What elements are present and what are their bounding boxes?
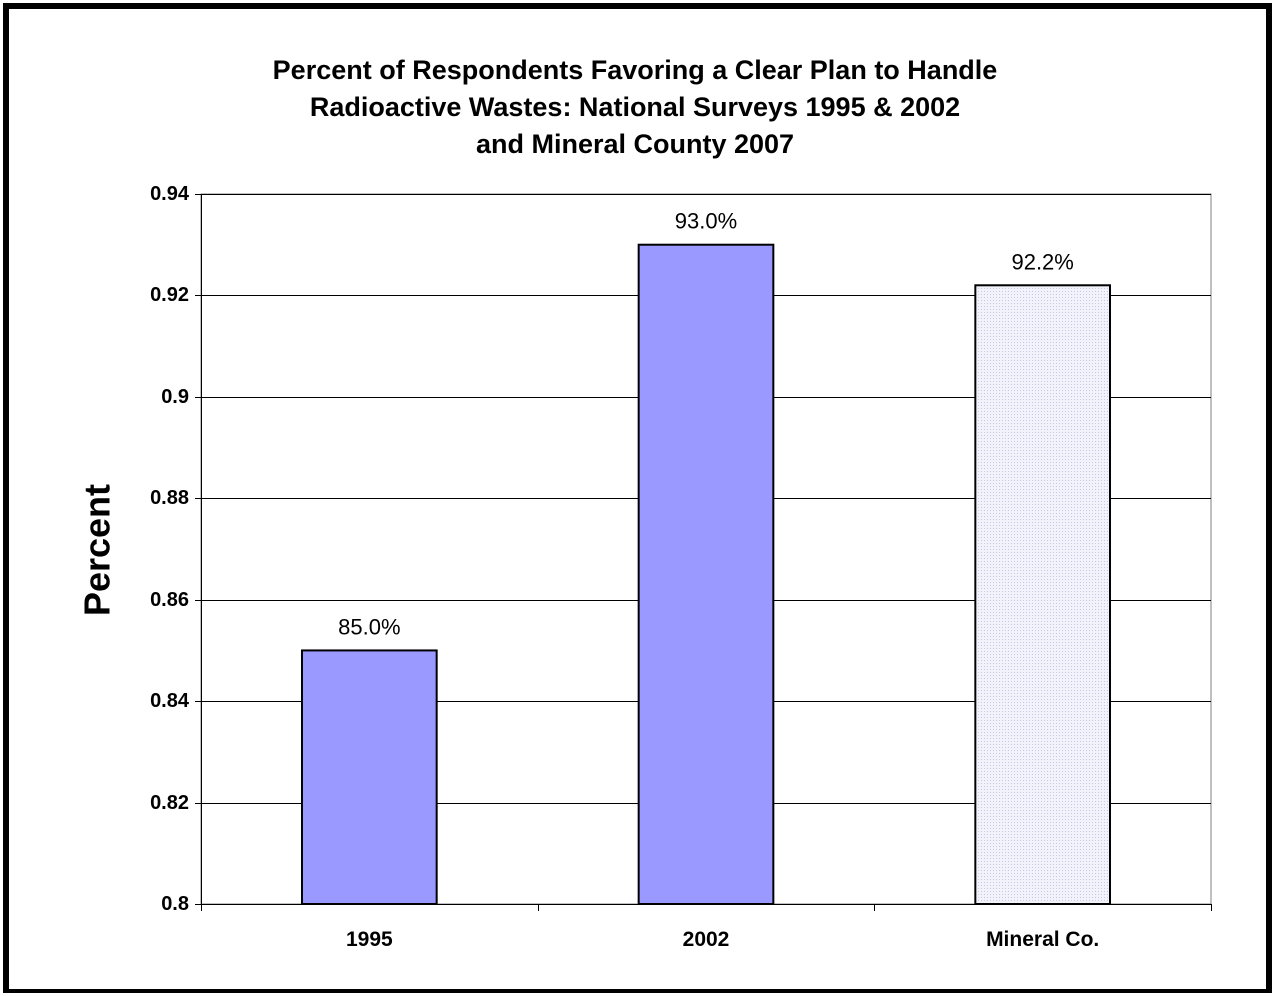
x-tick-label: 1995 [346,928,393,951]
bars [301,243,1111,906]
y-tick-label: 0.86 [150,589,189,611]
chart-title-line-1: Percent of Respondents Favoring a Clear … [272,55,998,85]
y-tick-label: 0.84 [150,690,190,712]
data-label: 93.0% [675,209,737,234]
bar-1995 [301,649,438,906]
chart-title: Percent of Respondents Favoring a Clear … [0,52,1270,163]
bar-2002 [637,243,775,905]
data-label: 85.0% [338,614,400,639]
axes [195,194,1212,911]
labels: 0.8 0.82 0.84 0.86 0.88 0.9 0.92 0.94 85.0% 1995 9… [150,183,1099,951]
x-tick-label: 2002 [683,928,730,951]
y-tick-label: 0.88 [150,487,189,509]
y-tick-label: 0.92 [150,284,189,306]
y-tick-label: 0.8 [161,893,189,915]
y-tick-label: 0.82 [150,792,189,814]
bar-mineral-co [974,284,1111,905]
chart-title-line-3: and Mineral County 2007 [475,129,795,159]
data-label: 92.2% [1011,249,1073,274]
chart-title-line-2: Radioactive Wastes: National Surveys 199… [309,92,961,122]
y-tick-label: 0.9 [161,386,189,408]
y-tick-label: 0.94 [150,183,190,205]
x-tick-label: Mineral Co. [986,928,1099,951]
y-axis-label: Percent [77,484,118,616]
